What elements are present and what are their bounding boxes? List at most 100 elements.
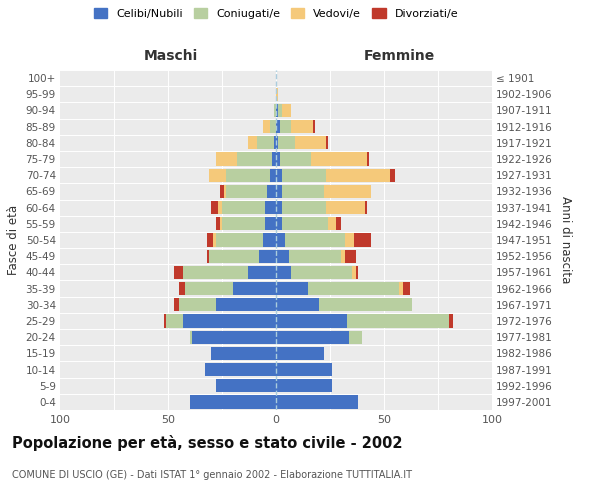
Bar bbox=[218, 201, 222, 214]
Bar bbox=[326, 201, 365, 214]
Bar bbox=[449, 314, 453, 328]
Bar bbox=[237, 152, 272, 166]
Bar bbox=[345, 250, 356, 263]
Bar bbox=[289, 250, 341, 263]
Bar bbox=[166, 314, 183, 328]
Bar bbox=[263, 120, 269, 134]
Bar bbox=[175, 298, 179, 312]
Bar bbox=[352, 266, 356, 279]
Bar bbox=[283, 104, 291, 117]
Bar bbox=[308, 282, 399, 295]
Bar bbox=[179, 282, 185, 295]
Bar bbox=[205, 363, 276, 376]
Bar bbox=[399, 282, 403, 295]
Bar bbox=[226, 185, 268, 198]
Bar bbox=[259, 250, 276, 263]
Bar bbox=[341, 250, 345, 263]
Bar bbox=[349, 330, 362, 344]
Bar bbox=[268, 185, 276, 198]
Bar bbox=[220, 217, 222, 230]
Bar bbox=[323, 185, 371, 198]
Bar bbox=[276, 120, 280, 134]
Bar bbox=[278, 104, 283, 117]
Bar bbox=[276, 136, 278, 149]
Bar bbox=[226, 168, 269, 182]
Bar bbox=[356, 266, 358, 279]
Text: Femmine: Femmine bbox=[364, 48, 434, 62]
Bar bbox=[276, 346, 323, 360]
Bar bbox=[295, 136, 326, 149]
Bar bbox=[284, 234, 345, 246]
Bar bbox=[190, 396, 276, 408]
Bar bbox=[190, 330, 192, 344]
Bar bbox=[276, 396, 358, 408]
Bar bbox=[185, 282, 233, 295]
Bar bbox=[269, 120, 276, 134]
Bar bbox=[222, 217, 265, 230]
Bar bbox=[403, 282, 410, 295]
Bar bbox=[215, 379, 276, 392]
Bar bbox=[326, 136, 328, 149]
Bar bbox=[280, 152, 311, 166]
Bar bbox=[214, 234, 215, 246]
Bar bbox=[207, 250, 209, 263]
Bar bbox=[215, 234, 263, 246]
Bar bbox=[276, 88, 278, 101]
Bar bbox=[276, 282, 308, 295]
Bar bbox=[265, 217, 276, 230]
Bar bbox=[276, 298, 319, 312]
Bar bbox=[276, 266, 291, 279]
Bar bbox=[311, 152, 367, 166]
Bar bbox=[215, 217, 220, 230]
Bar bbox=[337, 217, 341, 230]
Bar bbox=[276, 250, 289, 263]
Y-axis label: Anni di nascita: Anni di nascita bbox=[559, 196, 572, 284]
Bar bbox=[265, 201, 276, 214]
Bar bbox=[276, 185, 283, 198]
Bar bbox=[283, 217, 328, 230]
Text: Popolazione per età, sesso e stato civile - 2002: Popolazione per età, sesso e stato civil… bbox=[12, 435, 403, 451]
Bar bbox=[283, 185, 323, 198]
Bar bbox=[183, 314, 276, 328]
Bar bbox=[291, 120, 313, 134]
Bar bbox=[276, 330, 349, 344]
Bar bbox=[248, 136, 257, 149]
Bar bbox=[276, 363, 332, 376]
Bar bbox=[283, 168, 326, 182]
Bar bbox=[211, 201, 218, 214]
Bar bbox=[222, 201, 265, 214]
Bar bbox=[272, 152, 276, 166]
Bar bbox=[283, 201, 326, 214]
Bar bbox=[276, 234, 284, 246]
Bar bbox=[280, 120, 291, 134]
Bar bbox=[313, 120, 315, 134]
Bar bbox=[211, 346, 276, 360]
Bar bbox=[192, 330, 276, 344]
Bar bbox=[209, 168, 226, 182]
Bar bbox=[220, 185, 224, 198]
Y-axis label: Fasce di età: Fasce di età bbox=[7, 205, 20, 275]
Bar bbox=[164, 314, 166, 328]
Bar bbox=[347, 314, 449, 328]
Bar bbox=[224, 185, 226, 198]
Bar bbox=[207, 234, 214, 246]
Bar bbox=[345, 234, 354, 246]
Bar bbox=[276, 152, 280, 166]
Bar bbox=[274, 104, 276, 117]
Bar bbox=[209, 250, 259, 263]
Bar bbox=[319, 298, 412, 312]
Text: COMUNE DI USCIO (GE) - Dati ISTAT 1° gennaio 2002 - Elaborazione TUTTITALIA.IT: COMUNE DI USCIO (GE) - Dati ISTAT 1° gen… bbox=[12, 470, 412, 480]
Bar bbox=[291, 266, 352, 279]
Bar bbox=[179, 298, 215, 312]
Bar bbox=[175, 266, 183, 279]
Bar bbox=[391, 168, 395, 182]
Bar bbox=[326, 168, 391, 182]
Bar bbox=[263, 234, 276, 246]
Bar bbox=[328, 217, 337, 230]
Bar bbox=[354, 234, 371, 246]
Bar bbox=[276, 217, 283, 230]
Bar bbox=[278, 136, 295, 149]
Text: Maschi: Maschi bbox=[144, 48, 198, 62]
Bar bbox=[233, 282, 276, 295]
Bar bbox=[276, 201, 283, 214]
